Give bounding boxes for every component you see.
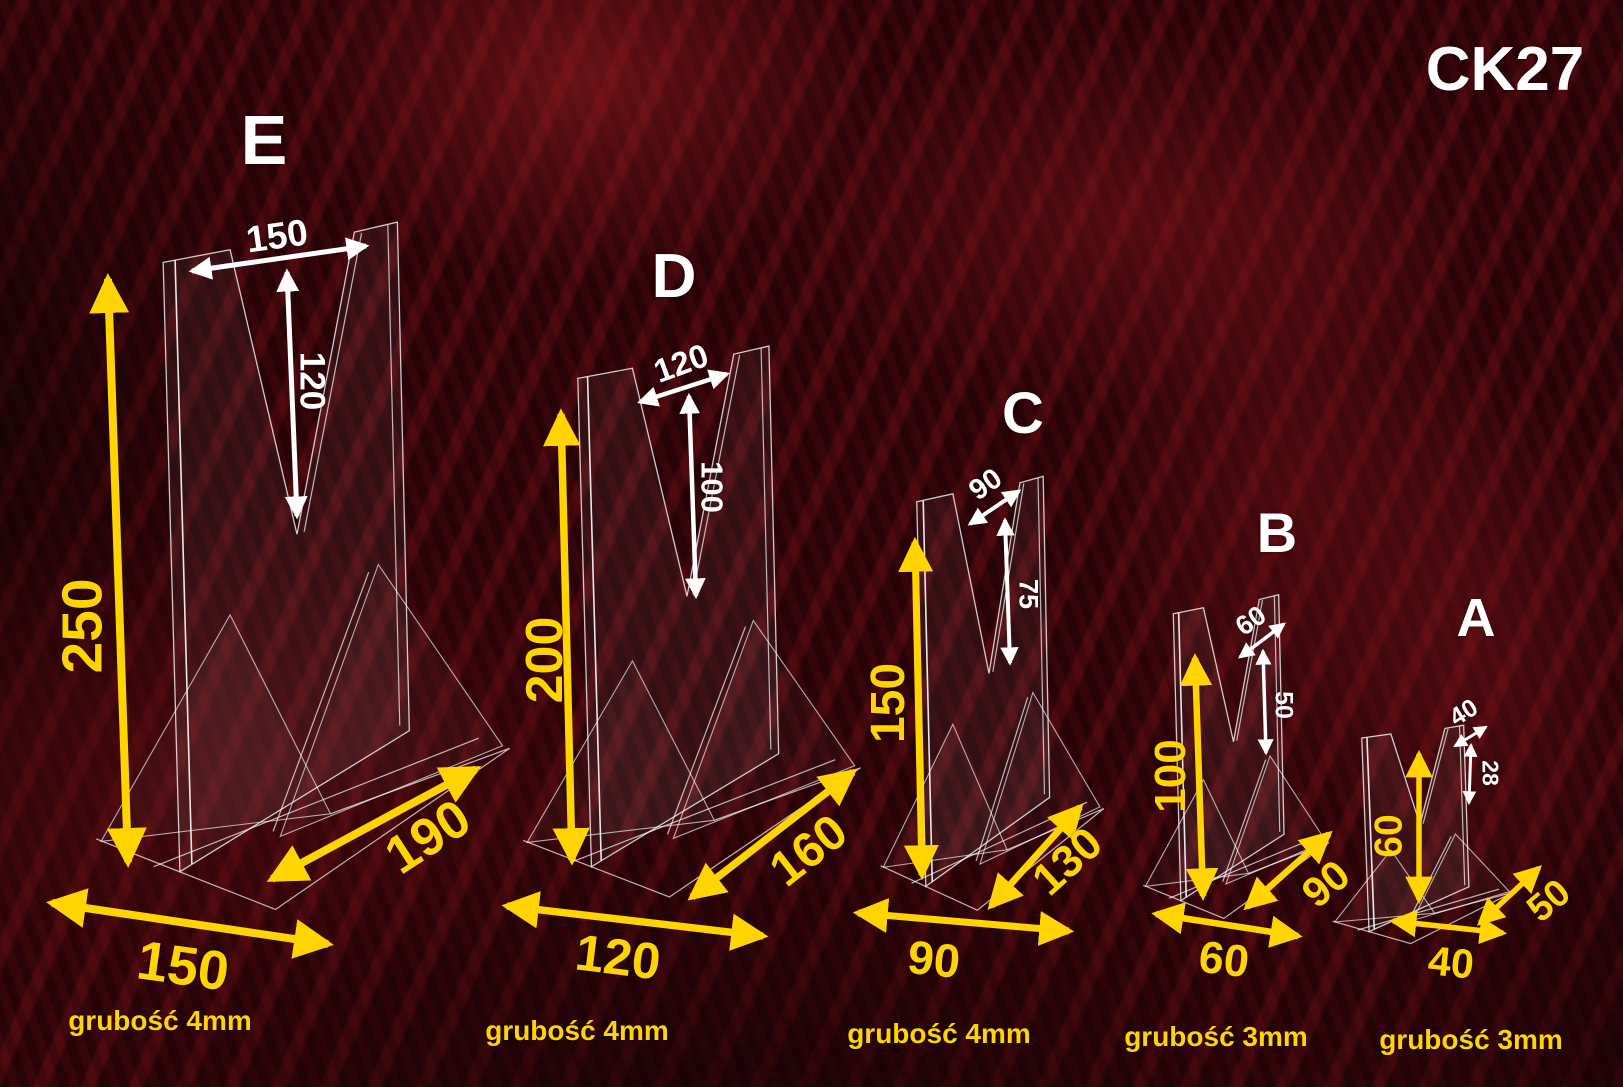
dimension-arrows-D [501, 369, 858, 951]
base-width-arrow-C [852, 898, 1075, 946]
base-depth-arrow-B [1243, 830, 1333, 911]
stand-C-letter: C [1002, 381, 1044, 446]
stand-E-height-value: 250 [50, 578, 115, 674]
stand-B-letter: B [1256, 501, 1298, 564]
base-width-arrow-E [46, 888, 334, 959]
stand-A-thickness-label: grubość 3mm [1379, 1024, 1563, 1055]
stand-D-notch-depth-value: 100 [694, 461, 730, 513]
stand-A-notch-depth-value: 28 [1477, 760, 1504, 786]
stand-A-base-width-value: 40 [1425, 937, 1477, 988]
notch-depth-arrow-D [679, 392, 706, 600]
notch-depth-arrow-E [276, 268, 308, 520]
stand-E-letter: E [240, 101, 288, 179]
top-width-arrow-C [967, 489, 1022, 526]
stand-B-thickness-label: grubość 3mm [1124, 1021, 1308, 1052]
height-arrow-B [1179, 653, 1219, 901]
top-width-arrow-A [1453, 725, 1488, 748]
top-width-arrow-E [188, 237, 370, 280]
notch-depth-arrow-B [1255, 648, 1274, 756]
stand-A-acrylic [1330, 723, 1515, 946]
stand-B-notch-depth-value: 50 [1269, 691, 1298, 719]
base-width-arrow-D [501, 891, 769, 951]
top-width-arrow-D [637, 369, 730, 407]
dimension-arrows-C [852, 489, 1084, 946]
top-width-arrow-B [1238, 622, 1286, 659]
stand-A-height-value: 60 [1367, 814, 1411, 858]
dimension-arrows-B [1151, 622, 1333, 948]
stand-D-thickness-label: grubość 4mm [485, 1015, 669, 1046]
stand-E-notch-depth-value: 120 [292, 351, 332, 411]
stand-C-notch-depth-value: 75 [1013, 578, 1044, 610]
stand-E-base-width-value: 150 [133, 928, 233, 1003]
height-arrow-E [89, 273, 147, 868]
height-arrow-C [898, 536, 939, 881]
base-depth-arrow-E [266, 765, 482, 883]
stand-D-letter: D [651, 242, 697, 311]
height-arrow-D [543, 408, 590, 866]
stand-E-top-width-value: 150 [243, 211, 311, 261]
stand-A-letter: A [1456, 588, 1496, 648]
base-depth-arrow-D [687, 768, 858, 901]
base-width-arrow-B [1151, 902, 1303, 948]
stand-C-base-width-value: 90 [905, 929, 963, 989]
stand-B-height-value: 100 [1146, 739, 1195, 813]
base-depth-arrow-C [987, 803, 1084, 910]
stand-E-thickness-label: grubość 4mm [68, 1005, 252, 1036]
product-code: CK27 [1425, 35, 1585, 104]
dimension-arrows-A [1388, 725, 1543, 945]
stand-C-height-value: 150 [862, 662, 915, 744]
stand-C-thickness-label: grubość 4mm [847, 1018, 1031, 1049]
dimension-arrows-E [46, 237, 482, 959]
notch-depth-arrow-A [1462, 742, 1478, 806]
stand-B-base-width-value: 60 [1196, 930, 1252, 988]
stand-D-height-value: 200 [516, 616, 574, 704]
stand-D-base-width-value: 120 [572, 923, 664, 991]
notch-depth-arrow-C [996, 517, 1019, 666]
base-width-arrow-A [1388, 909, 1508, 945]
